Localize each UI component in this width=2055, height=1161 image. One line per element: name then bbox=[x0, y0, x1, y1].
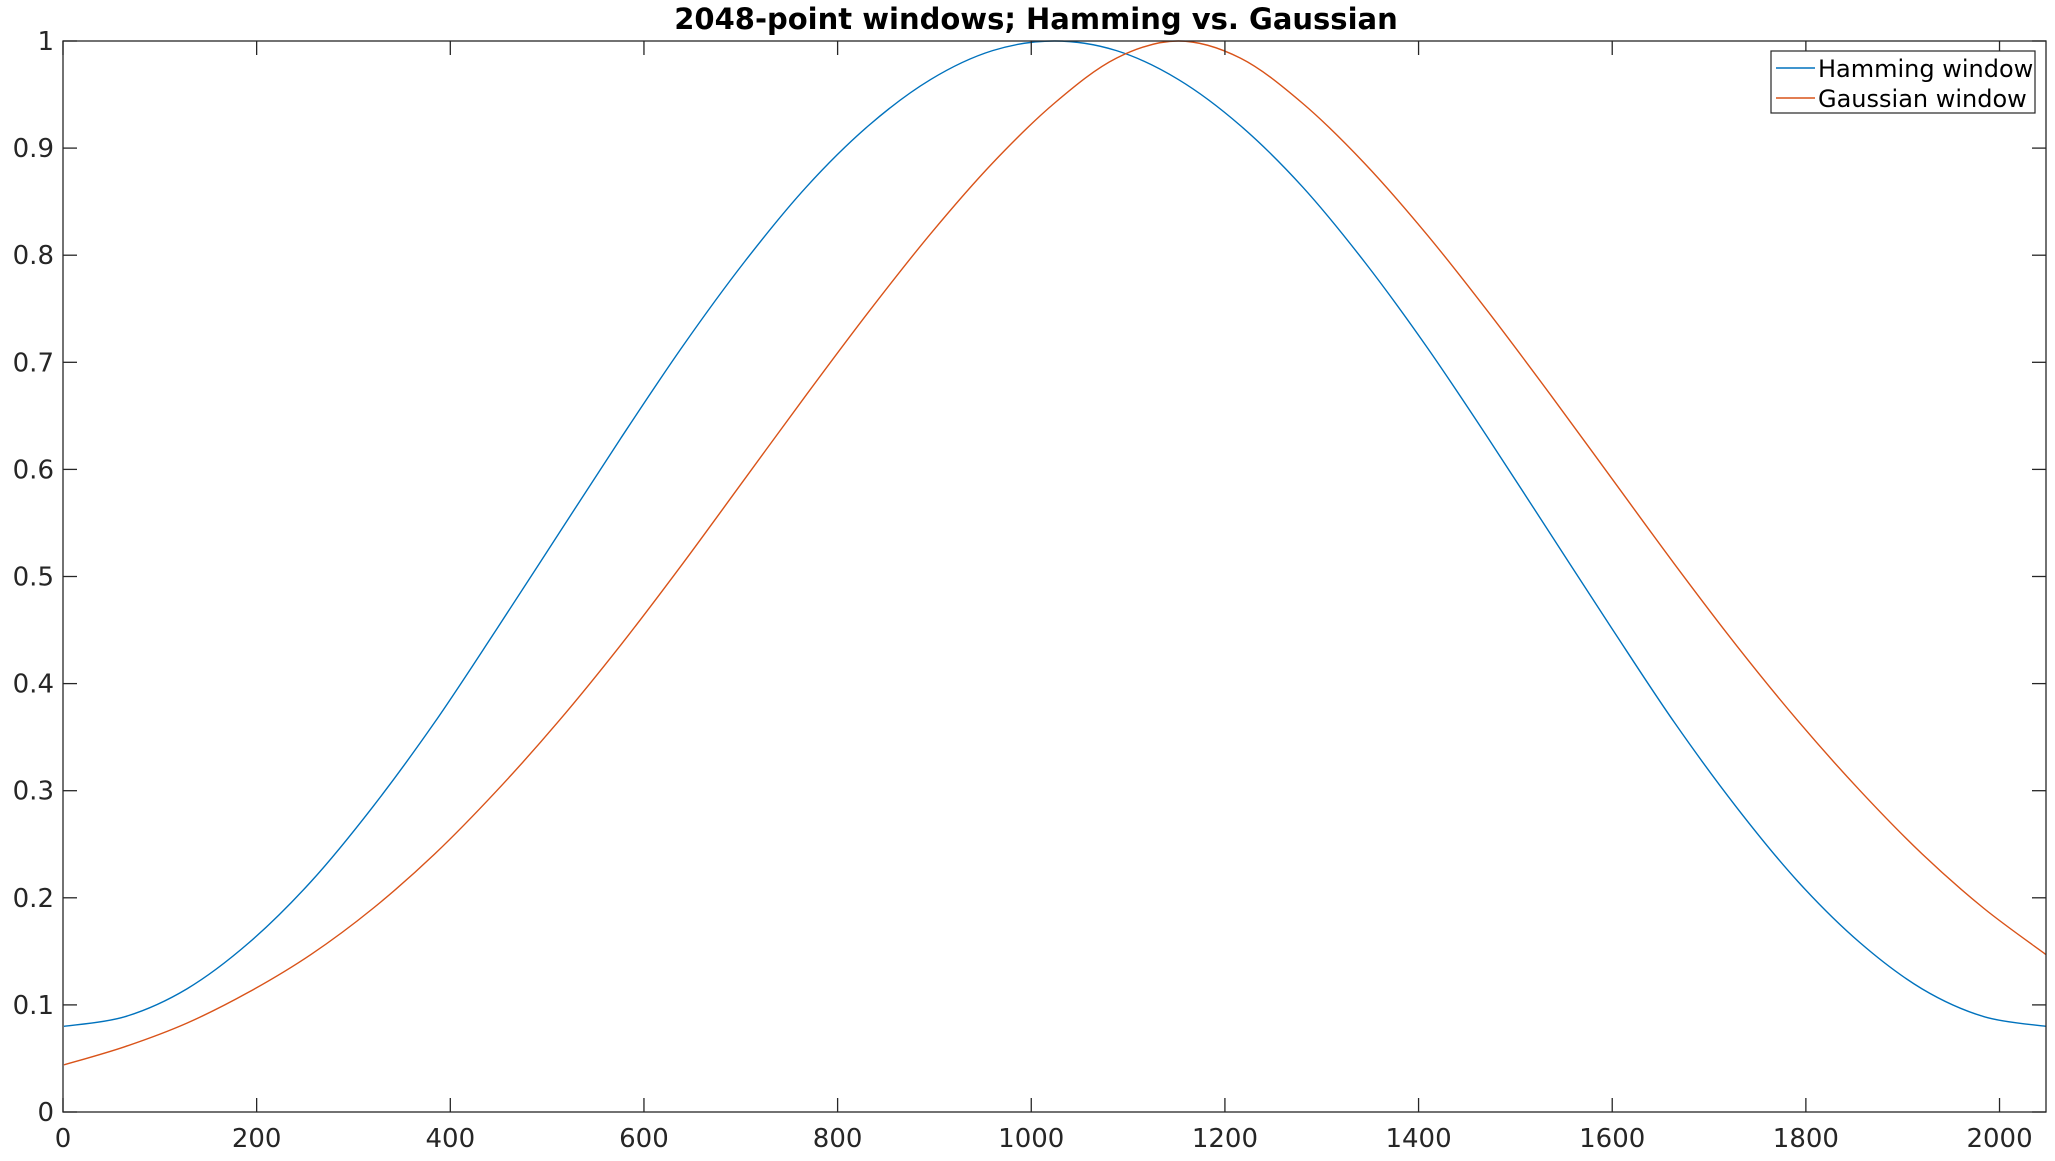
y-tick-label: 0.8 bbox=[13, 241, 54, 271]
legend-box bbox=[1770, 50, 2036, 114]
y-tick-label: 0.6 bbox=[13, 455, 54, 485]
y-tick-label: 0.1 bbox=[13, 991, 54, 1021]
chart-title: 2048-point windows; Hamming vs. Gaussian bbox=[674, 2, 1397, 36]
legend-label-hamming: Hamming window bbox=[1818, 55, 2033, 83]
x-tick-label: 1800 bbox=[1773, 1124, 1839, 1154]
x-tick-label: 1000 bbox=[998, 1124, 1064, 1154]
x-tick-label: 200 bbox=[232, 1124, 282, 1154]
y-tick-label: 0.4 bbox=[13, 670, 54, 700]
x-tick-label: 1600 bbox=[1579, 1124, 1645, 1154]
x-tick-label: 2000 bbox=[1966, 1124, 2032, 1154]
y-tick-label: 0.3 bbox=[13, 777, 54, 807]
x-tick-label: 0 bbox=[55, 1124, 72, 1154]
y-tick-label: 0 bbox=[37, 1098, 54, 1128]
x-tick-label: 400 bbox=[425, 1124, 475, 1154]
y-tick-label: 0.2 bbox=[13, 884, 54, 914]
y-tick-label: 0.7 bbox=[13, 348, 54, 378]
x-tick-label: 600 bbox=[619, 1124, 669, 1154]
y-tick-label: 0.9 bbox=[13, 134, 54, 164]
ticks-layer: 0 200 400 600 800 1000 1200 1400 1600 1800 2000 0 0.… bbox=[13, 27, 2046, 1154]
x-tick-label: 1200 bbox=[1192, 1124, 1258, 1154]
y-tick-label: 1 bbox=[37, 27, 54, 57]
x-tick-label: 1400 bbox=[1385, 1124, 1451, 1154]
legend-label-gaussian: Gaussian window bbox=[1818, 85, 2027, 113]
series-line-gaussian bbox=[63, 40, 2047, 1066]
plot-area bbox=[63, 41, 2046, 1112]
x-tick-label: 800 bbox=[813, 1124, 863, 1154]
y-tick-label: 0.5 bbox=[13, 563, 54, 593]
